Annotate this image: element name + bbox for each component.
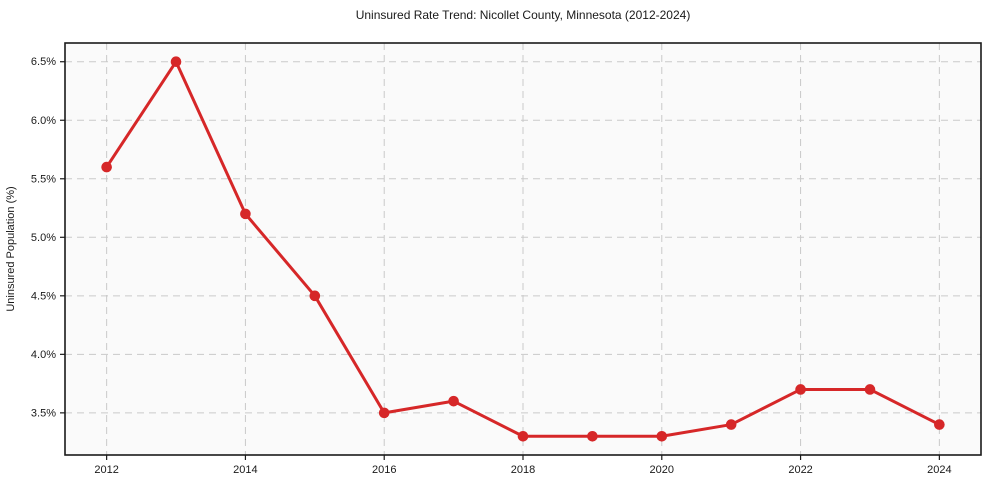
y-tick-label: 4.0% [31, 349, 56, 361]
data-point [795, 384, 806, 395]
y-tick-label: 5.0% [31, 232, 56, 244]
data-point [725, 419, 737, 430]
y-tick-label: 5.5% [31, 173, 56, 185]
data-point [240, 208, 251, 220]
x-tick-label: 2024 [927, 464, 951, 476]
x-tick-label: 2020 [650, 464, 674, 476]
x-tick-label: 2016 [372, 464, 396, 476]
data-point [101, 161, 112, 173]
axis-tick-labels: 2012 2014 2016 2018 2020 2022 2024 3.5% 4.0% 4.5%… [31, 56, 952, 476]
x-tick-label: 2022 [788, 464, 812, 476]
data-point [864, 384, 876, 395]
chart-title: Uninsured Rate Trend: Nicollet County, M… [356, 8, 691, 22]
y-axis-label: Uninsured Population (%) [5, 186, 17, 311]
x-tick-label: 2012 [94, 464, 118, 476]
data-point [517, 430, 529, 442]
y-tick-label: 6.0% [31, 115, 56, 127]
data-point [309, 290, 321, 302]
y-tick-label: 3.5% [31, 407, 56, 419]
data-point [448, 395, 459, 407]
gridlines [65, 43, 981, 455]
x-tick-label: 2014 [233, 464, 257, 476]
data-point [656, 430, 668, 442]
data-point [587, 430, 598, 442]
data-series [101, 56, 945, 442]
data-point [378, 407, 390, 419]
y-tick-label: 4.5% [31, 290, 56, 302]
x-tick-label: 2018 [511, 464, 535, 476]
data-point [170, 56, 182, 68]
data-point [934, 419, 945, 430]
y-tick-label: 6.5% [31, 56, 56, 68]
axis-tick-marks [60, 61, 940, 460]
